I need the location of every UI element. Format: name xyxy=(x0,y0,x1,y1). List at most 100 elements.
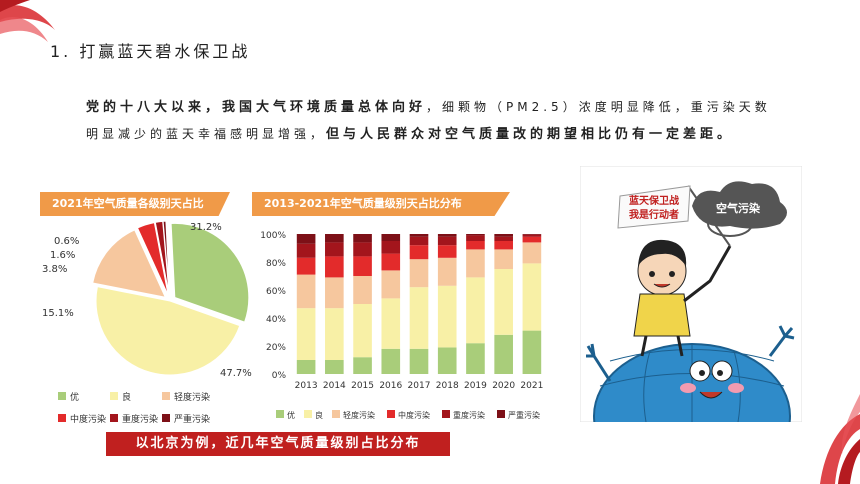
bar-segment-2015-重度污染 xyxy=(353,242,372,256)
legend-swatch xyxy=(332,410,340,418)
bar-segment-2020-良 xyxy=(494,269,513,335)
bar-segment-2018-中度污染 xyxy=(438,245,457,258)
bar-segment-2015-中度污染 xyxy=(353,256,372,276)
bar-segment-2016-中度污染 xyxy=(381,254,400,271)
y-tick-label: 80% xyxy=(266,259,286,269)
bar-segment-2015-严重污染 xyxy=(353,234,372,242)
x-tick-label: 2018 xyxy=(436,381,459,391)
x-tick-label: 2020 xyxy=(492,381,515,391)
legend-swatch xyxy=(58,414,66,422)
bar-segment-2018-重度污染 xyxy=(438,237,457,245)
x-tick-label: 2016 xyxy=(379,381,402,391)
y-tick-label: 100% xyxy=(260,231,286,241)
x-tick-label: 2013 xyxy=(295,381,318,391)
legend-swatch xyxy=(162,414,170,422)
legend-label: 中度污染 xyxy=(398,410,430,420)
y-tick-label: 0% xyxy=(272,371,287,381)
chart-caption: 以北京为例，近几年空气质量级别占比分布 xyxy=(106,432,450,456)
bar-segment-2021-中度污染 xyxy=(523,237,542,243)
bar-segment-2014-优 xyxy=(325,360,344,374)
bar-segment-2018-良 xyxy=(438,286,457,348)
bar-segment-2015-良 xyxy=(353,304,372,357)
x-tick-label: 2021 xyxy=(520,381,543,391)
legend-label: 轻度污染 xyxy=(174,391,210,403)
bar-segment-2014-中度污染 xyxy=(325,256,344,277)
x-tick-label: 2019 xyxy=(464,381,487,391)
legend-label: 重度污染 xyxy=(122,413,158,425)
y-tick-label: 20% xyxy=(266,343,286,353)
bar-segment-2016-优 xyxy=(381,349,400,374)
bar-segment-2018-严重污染 xyxy=(438,234,457,237)
bar-segment-2017-严重污染 xyxy=(410,234,429,237)
bar-segment-2016-良 xyxy=(381,298,400,348)
bar-chart-title: 2013-2021年空气质量级别天占比分布 xyxy=(252,192,510,216)
stacked-bar-chart: 0% 20% 40% 60% 80% 100% 2013 2014 2015 2016 2017 20… xyxy=(252,216,554,434)
bar-segment-2021-优 xyxy=(523,331,542,374)
bar-segment-2019-严重污染 xyxy=(466,234,485,235)
bar-segment-2017-轻度污染 xyxy=(410,259,429,287)
bar-segment-2013-重度污染 xyxy=(297,244,316,258)
legend-label: 良 xyxy=(122,391,131,403)
bar-segment-2019-中度污染 xyxy=(466,241,485,249)
intro-paragraph: 党的十八大以来，我国大气环境质量总体向好，细颗物（PM2.5）浓度明显降低，重污… xyxy=(86,94,786,148)
y-tick-label: 40% xyxy=(266,315,286,325)
bar-segment-2017-良 xyxy=(410,287,429,349)
section-heading: 1. 打赢蓝天碧水保卫战 xyxy=(50,38,250,62)
pie-label: 1.6% xyxy=(50,250,75,261)
bar-segment-2013-良 xyxy=(297,308,316,360)
bar-segment-2020-轻度污染 xyxy=(494,249,513,269)
pie-label: 47.7% xyxy=(220,368,252,379)
bar-segment-2021-良 xyxy=(523,263,542,330)
legend-label: 优 xyxy=(287,410,295,420)
x-tick-label: 2017 xyxy=(408,381,431,391)
bar-segment-2014-良 xyxy=(325,308,344,360)
bar-segment-2019-良 xyxy=(466,277,485,343)
pie-label: 31.2% xyxy=(190,222,222,233)
legend-swatch xyxy=(442,410,450,418)
bar-segment-2013-轻度污染 xyxy=(297,275,316,309)
cloud-label: 空气污染 xyxy=(716,201,761,215)
flag-label-1: 蓝天保卫战 xyxy=(629,194,679,207)
bar-segment-2016-轻度污染 xyxy=(381,270,400,298)
bar-segment-2019-优 xyxy=(466,343,485,374)
bar-segment-2014-严重污染 xyxy=(325,234,344,242)
bar-segment-2013-优 xyxy=(297,360,316,374)
bar-segment-2015-轻度污染 xyxy=(353,276,372,304)
legend-label: 轻度污染 xyxy=(343,410,375,420)
bar-segment-2017-优 xyxy=(410,349,429,374)
bar-segment-2021-严重污染 xyxy=(523,234,542,235)
bar-segment-2017-中度污染 xyxy=(410,245,429,259)
bar-segment-2020-中度污染 xyxy=(494,241,513,249)
bar-chart-panel: 2013-2021年空气质量级别天占比分布 0% 20% 40% 60% 80% 100%… xyxy=(252,192,554,434)
bar-segment-2018-轻度污染 xyxy=(438,258,457,286)
bar-segment-2013-严重污染 xyxy=(297,234,316,244)
legend-label: 良 xyxy=(315,410,323,420)
paragraph-bold-1: 党的十八大以来，我国大气环境质量总体向好 xyxy=(86,100,426,115)
x-tick-label: 2014 xyxy=(323,381,346,391)
bar-segment-2021-轻度污染 xyxy=(523,242,542,263)
pie-label: 15.1% xyxy=(42,308,74,319)
legend-label: 重度污染 xyxy=(453,410,485,420)
pie-chart-title: 2021年空气质量各级别天占比 xyxy=(40,192,230,216)
bar-segment-2014-轻度污染 xyxy=(325,277,344,308)
bar-segment-2017-重度污染 xyxy=(410,237,429,245)
legend-swatch xyxy=(58,392,66,400)
pie-label: 0.6% xyxy=(54,236,79,247)
bar-segment-2020-严重污染 xyxy=(494,234,513,237)
bar-segment-2020-重度污染 xyxy=(494,237,513,241)
x-tick-label: 2015 xyxy=(351,381,374,391)
pie-label: 3.8% xyxy=(42,264,67,275)
legend-swatch xyxy=(110,414,118,422)
legend-swatch xyxy=(110,392,118,400)
cartoon-illustration: 空气污染 蓝天保卫战 我是行动者 xyxy=(580,166,802,422)
legend-label: 优 xyxy=(70,391,79,403)
bar-segment-2018-优 xyxy=(438,347,457,374)
bar-segment-2014-重度污染 xyxy=(325,242,344,256)
legend-label: 严重污染 xyxy=(508,410,540,420)
y-tick-label: 60% xyxy=(266,287,286,297)
bar-segment-2013-中度污染 xyxy=(297,258,316,275)
legend-swatch xyxy=(304,410,312,418)
pie-chart-panel: 2021年空气质量各级别天占比 31.2% 47.7% 15.1% 3.8% 1.6% 0… xyxy=(40,192,252,434)
legend-swatch xyxy=(387,410,395,418)
legend-swatch xyxy=(276,410,284,418)
